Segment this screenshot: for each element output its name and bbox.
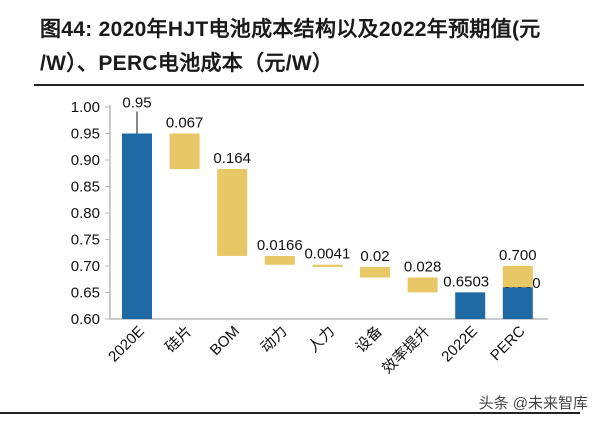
data-label: 0.6503 xyxy=(443,273,489,290)
x-tick-label: PERC xyxy=(487,323,529,365)
data-label: 0.164 xyxy=(213,150,251,167)
x-tick-label: 硅片 xyxy=(162,323,195,356)
bar-设备 xyxy=(360,266,390,278)
x-tick-label: 2020E xyxy=(105,323,148,366)
bar-2022E xyxy=(455,292,486,319)
x-tick-label: 动力 xyxy=(257,323,290,356)
x-tick-label: 2022E xyxy=(438,323,481,366)
figure-title-line1: 图44: 2020年HJT电池成本结构以及2022年预期值(元 xyxy=(40,18,541,41)
y-tick-label: 0.75 xyxy=(71,232,100,249)
x-tick-label: 效率提升 xyxy=(379,323,433,377)
y-tick-label: 0.70 xyxy=(71,258,100,275)
bar-BOM xyxy=(217,169,248,256)
y-tick-label: 0.85 xyxy=(71,179,100,196)
y-tick-label: 0.65 xyxy=(71,285,100,302)
y-tick-label: 0.80 xyxy=(71,205,100,222)
data-label: 0.02 xyxy=(360,248,389,265)
y-tick-label: 0.90 xyxy=(71,152,100,169)
title-divider xyxy=(34,84,584,86)
bar-PERC xyxy=(502,266,533,288)
data-label: 0.95 xyxy=(122,95,151,112)
data-label: 0.028 xyxy=(404,259,442,276)
bottom-divider xyxy=(0,412,580,414)
y-tick-label: 1.00 xyxy=(71,99,100,116)
figure-title-line2: /W）、PERC电池成本（元/W） xyxy=(40,52,334,75)
x-tick-label: 人力 xyxy=(305,323,338,356)
bar-人力 xyxy=(312,264,343,267)
x-tick-label: 设备 xyxy=(353,323,386,356)
data-label: 0.067 xyxy=(166,115,204,132)
bar-效率提升 xyxy=(407,277,438,293)
x-tick-label: BOM xyxy=(207,323,243,359)
bar-PERC xyxy=(502,287,533,319)
y-tick-label: 0.60 xyxy=(71,311,100,328)
bar-2020E xyxy=(122,133,152,319)
bar-硅片 xyxy=(169,133,200,170)
y-tick-label: 0.95 xyxy=(71,126,100,143)
data-label: 0.0166 xyxy=(257,237,303,254)
watermark: 头条 @未来智库 xyxy=(478,395,588,412)
data-label: 0.0041 xyxy=(304,246,350,263)
data-label: 0.700 xyxy=(499,247,537,264)
bar-动力 xyxy=(264,255,295,265)
